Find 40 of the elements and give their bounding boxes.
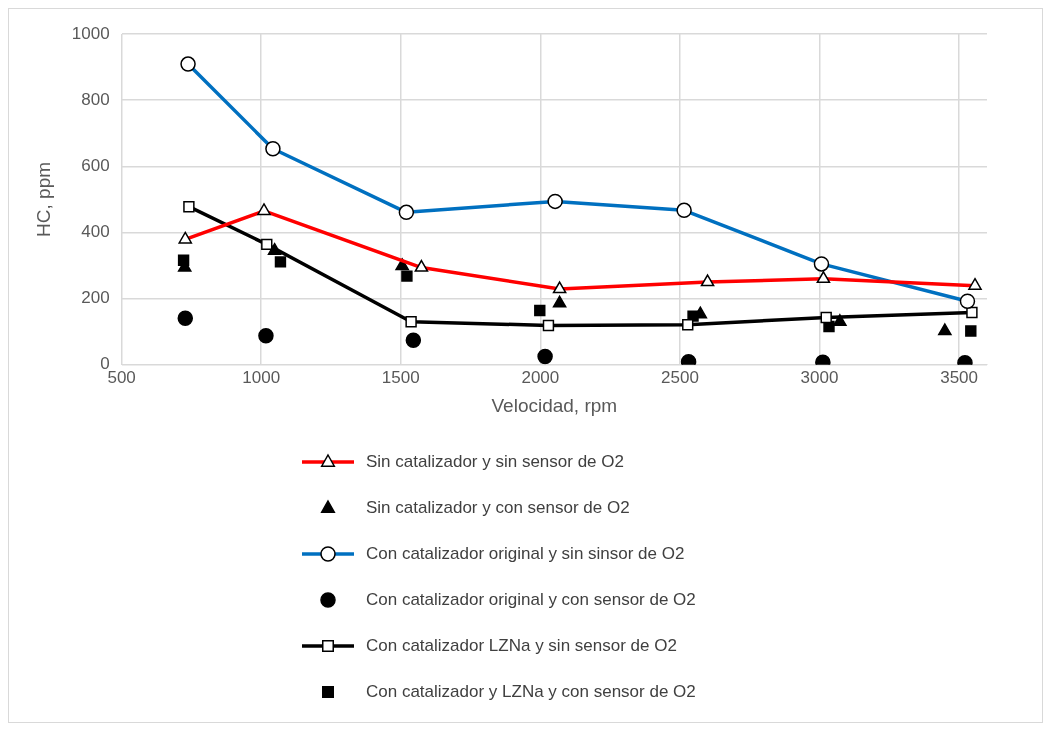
point [938,323,952,336]
point [966,306,978,319]
point [267,242,282,255]
legend-label: Sin catalizador y sin sensor de O2 [366,451,624,471]
x-tick-label: 500 [107,367,136,387]
x-tick-label: 2000 [521,367,560,387]
x-tick-label: 3500 [940,367,978,387]
legend-label: Con catalizador original y con sensor de O2 [366,589,696,609]
point [401,270,413,282]
y-tick-label: 600 [81,156,110,176]
legend-label: Sin catalizador y con sensor de O2 [366,497,630,517]
point [552,295,567,308]
legend-label: Con catalizador LZNa y sin sensor de O2 [366,635,677,655]
legend-label: Con catalizador original y sin sinsor de O2 [366,543,685,563]
x-tick-label: 3000 [800,367,839,387]
x-tick-label: 1000 [242,367,281,387]
x-axis-title: Velocidad, rpm [491,394,618,416]
point [274,256,287,268]
point [183,200,195,213]
legend-label: Con catalizador y LZNa y con sensor de O2 [366,681,696,701]
point [534,304,546,317]
y-tick-label: 800 [81,89,110,109]
point [682,319,694,331]
point [261,238,273,251]
y-tick-label: 200 [81,288,110,308]
point [965,325,977,337]
point [542,319,555,332]
point [258,327,274,344]
point [177,310,194,326]
point [405,316,417,328]
x-tick-label: 2500 [661,367,699,387]
point [405,332,422,349]
y-tick-label: 1000 [71,23,110,43]
point [820,311,832,324]
y-tick-label: 400 [81,222,110,242]
point [833,314,847,327]
y-tick-label: 0 [100,354,110,374]
x-tick-label: 1500 [381,367,420,387]
point [537,348,553,365]
y-axis-title: HC, ppm [32,161,54,237]
